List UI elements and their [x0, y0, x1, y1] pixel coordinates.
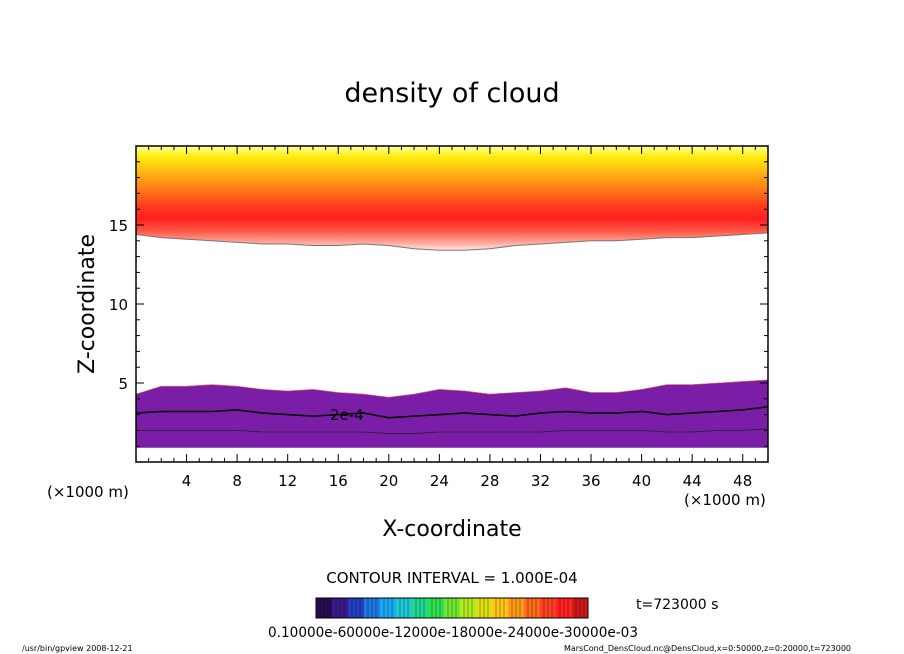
upper-layer-base-contour [136, 232, 768, 251]
upper-cloud-layer [136, 146, 768, 251]
x-unit-label-right: (×1000 m) [684, 491, 766, 509]
contour-interval-text: CONTOUR INTERVAL = 1.000E-04 [326, 569, 577, 587]
contour-label: 2e-4 [330, 406, 364, 424]
x-unit-label-left: (×1000 m) [47, 483, 129, 501]
x-tick-label: 16 [329, 472, 348, 490]
x-tick-label: 28 [480, 472, 499, 490]
footer-right: MarsCond_DensCloud.nc@DensCloud,x=0:5000… [564, 644, 851, 653]
y-tick-label: 15 [109, 217, 128, 235]
contour-line-2e-4 [136, 405, 768, 419]
x-tick-label: 24 [430, 472, 449, 490]
lower-layer-top-contour [136, 379, 768, 398]
x-tick-label: 36 [581, 472, 600, 490]
x-tick-label: 44 [683, 472, 702, 490]
x-tick-label: 48 [733, 472, 752, 490]
x-tick-label: 32 [531, 472, 550, 490]
contour-lines [136, 232, 768, 434]
colorbar-labels: 0.10000e-60000e-12000e-18000e-24000e-300… [268, 625, 638, 641]
x-axis-title: X-coordinate [382, 517, 521, 542]
time-text: t=723000 s [636, 597, 718, 613]
y-axis-title: Z-coordinate [75, 234, 100, 374]
x-tick-label: 4 [182, 472, 192, 490]
footer-left: /usr/bin/gpview 2008-12-21 [22, 644, 133, 653]
x-tick-label: 20 [379, 472, 398, 490]
x-tick-label: 12 [278, 472, 297, 490]
chart-title: density of cloud [344, 78, 559, 109]
x-tick-label: 40 [632, 472, 651, 490]
plot-area [136, 146, 768, 448]
y-tick-label: 10 [109, 296, 128, 314]
x-tick-label: 8 [232, 472, 242, 490]
colorbar-frame [315, 597, 589, 619]
colorbar [316, 598, 589, 618]
y-tick-label: 5 [118, 375, 128, 393]
contour-line-lower [136, 428, 768, 434]
